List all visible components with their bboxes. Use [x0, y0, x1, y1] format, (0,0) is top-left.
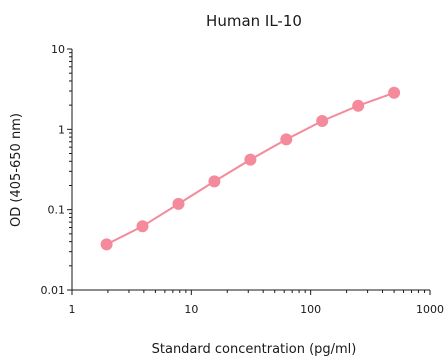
- y-tick-label: 0.01: [41, 284, 66, 297]
- y-tick-label: 1: [58, 123, 65, 136]
- x-tick-label: 1: [69, 303, 76, 316]
- data-point: [352, 99, 365, 112]
- x-tick-label: 100: [300, 303, 321, 316]
- y-tick-label: 10: [51, 43, 65, 56]
- y-tick-label: 0.1: [48, 204, 66, 217]
- chart-title: Human IL-10: [206, 12, 302, 30]
- series-layer: [100, 86, 401, 251]
- data-point: [388, 86, 401, 99]
- data-point: [172, 197, 185, 210]
- data-point: [208, 175, 221, 188]
- data-point: [136, 220, 149, 233]
- y-axis-label: OD (405-650 nm): [9, 113, 24, 227]
- data-point: [316, 115, 329, 127]
- data-point: [100, 238, 113, 251]
- series-line: [106, 91, 395, 246]
- x-tick-label: 1000: [416, 303, 444, 316]
- axes: 1 10 100 1000 0.01 0.1 1 10: [41, 43, 445, 316]
- x-axis-label: Standard concentration (pg/ml): [152, 342, 357, 357]
- data-point: [280, 133, 293, 146]
- data-point: [244, 153, 257, 166]
- x-tick-label: 10: [184, 303, 198, 316]
